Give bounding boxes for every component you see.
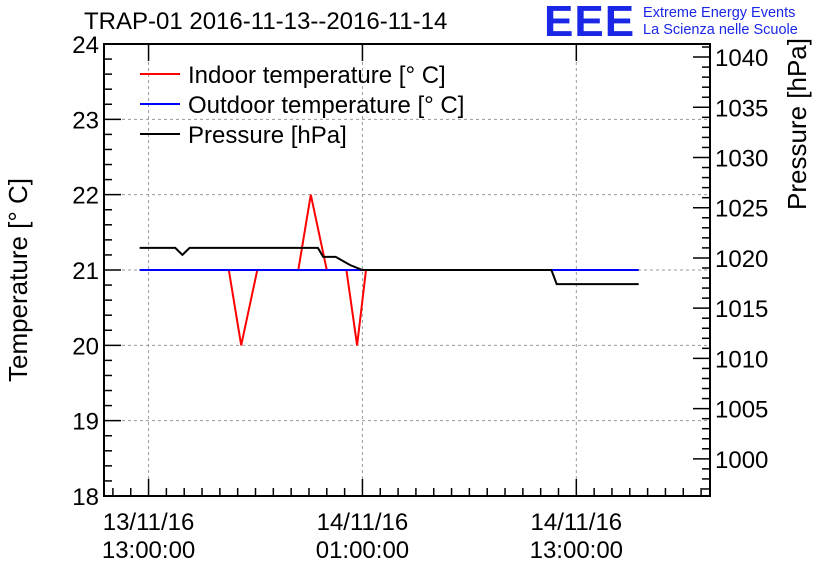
eee-logo-text: Extreme Energy Events La Scienza nelle S… bbox=[643, 2, 798, 39]
y-tick-label: 22 bbox=[72, 183, 99, 210]
y-tick-label: 21 bbox=[72, 258, 99, 285]
y2-tick-label: 1025 bbox=[715, 196, 768, 223]
x-tick-label-date: 14/11/16 bbox=[531, 509, 623, 536]
x-tick-label-date: 13/11/16 bbox=[103, 509, 195, 536]
y2-tick-label: 1005 bbox=[715, 397, 768, 424]
eee-logo-line1: Extreme Energy Events bbox=[643, 5, 796, 21]
chart-title: TRAP-01 2016-11-13--2016-11-14 bbox=[84, 8, 448, 35]
x-tick-label-time: 13:00:00 bbox=[530, 537, 623, 564]
eee-logo: EEE Extreme Energy Events La Scienza nel… bbox=[544, 0, 798, 46]
y-tick-label: 19 bbox=[72, 409, 99, 436]
y-tick-label: 24 bbox=[72, 32, 99, 59]
y2-tick-label: 1015 bbox=[715, 296, 768, 323]
y2-tick-label: 1030 bbox=[715, 146, 768, 173]
y-axis-title: Temperature [° C] bbox=[3, 178, 33, 382]
legend-label-1: Indoor temperature [° C] bbox=[188, 62, 446, 89]
y2-tick-label: 1010 bbox=[715, 346, 768, 373]
series-line-3 bbox=[139, 246, 639, 286]
x-tick-label-time: 13:00:00 bbox=[102, 537, 195, 564]
y2-tick-label: 1020 bbox=[715, 246, 768, 273]
x-tick-label-time: 01:00:00 bbox=[316, 537, 409, 564]
eee-logo-letters: EEE bbox=[544, 0, 636, 46]
y-tick-label: 20 bbox=[72, 333, 99, 360]
series-line-1 bbox=[139, 194, 639, 346]
x-tick-label-date: 14/11/16 bbox=[317, 509, 409, 536]
y2-tick-label: 1035 bbox=[715, 95, 768, 122]
y2-tick-label: 1000 bbox=[715, 447, 768, 474]
legend-label-2: Outdoor temperature [° C] bbox=[188, 92, 464, 119]
y-tick-label: 23 bbox=[72, 107, 99, 134]
y2-axis-title: Pressure [hPa] bbox=[782, 38, 812, 210]
y-tick-label: 18 bbox=[72, 484, 99, 511]
y2-tick-label: 1040 bbox=[715, 45, 768, 72]
legend-label-3: Pressure [hPa] bbox=[188, 122, 347, 149]
eee-logo-line2: La Scienza nelle Scuole bbox=[643, 22, 798, 38]
